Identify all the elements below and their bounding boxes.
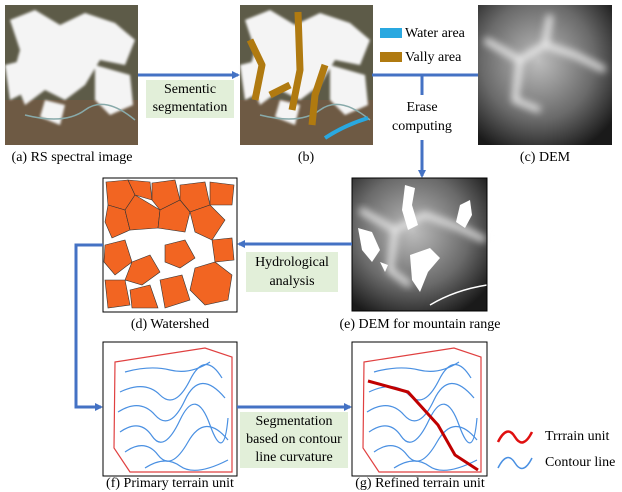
step-text: Hydrological xyxy=(255,255,329,270)
step-text: Erase xyxy=(406,100,437,115)
step-text: Segmentation xyxy=(256,414,333,429)
legend-label: Water area xyxy=(405,26,466,41)
dem-image xyxy=(478,5,612,145)
legend-label: Trrrain unit xyxy=(545,429,610,444)
arrow xyxy=(76,245,103,407)
panel-label: (g) Refined terrain unit xyxy=(355,476,485,491)
step-text: based on contour xyxy=(246,432,342,447)
legend-swatch xyxy=(380,52,402,62)
dem-mountain-image xyxy=(352,178,487,311)
segmented-image xyxy=(240,5,373,145)
legend-swatch xyxy=(380,28,402,38)
step-text: line curvature xyxy=(255,450,332,465)
rs-image xyxy=(5,5,138,145)
panel-label: (b) xyxy=(298,150,315,165)
step-text: Sementic xyxy=(164,82,216,97)
legend-swatch xyxy=(498,458,532,469)
panel-label: (e) DEM for mountain range xyxy=(340,317,501,332)
legend-swatch xyxy=(498,432,532,443)
legend-label: Contour line xyxy=(545,455,615,470)
panel-label: (d) Watershed xyxy=(131,317,209,332)
watershed-image xyxy=(103,178,237,312)
primary-terrain-image xyxy=(103,342,237,476)
legend-label: Vally area xyxy=(405,50,462,65)
panel-label: (a) RS spectral image xyxy=(12,150,133,165)
step-text: computing xyxy=(392,119,452,134)
step-text: segmentation xyxy=(153,100,228,115)
step-text: analysis xyxy=(269,274,314,289)
diagram: (a) RS spectral image (b) Water area Val… xyxy=(0,0,622,492)
panel-label: (f) Primary terrain unit xyxy=(106,476,234,491)
refined-terrain-image xyxy=(352,342,487,476)
panel-label: (c) DEM xyxy=(520,150,571,165)
